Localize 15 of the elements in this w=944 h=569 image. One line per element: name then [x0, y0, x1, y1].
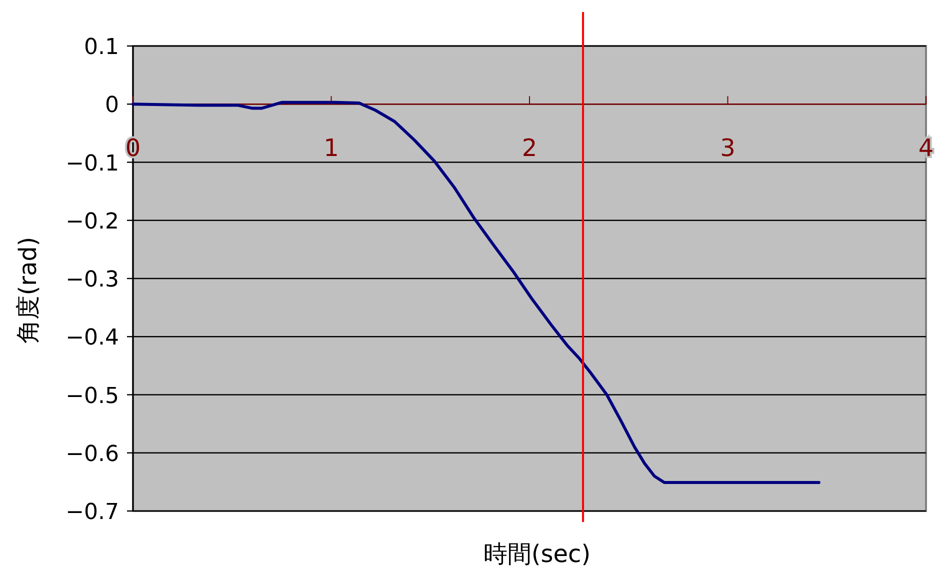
- x-tick-label: 4: [918, 134, 934, 162]
- y-tick-label: −0.4: [66, 326, 119, 351]
- x-tick-label: 1: [324, 134, 339, 162]
- y-tick-label: 0.1: [84, 35, 119, 60]
- x-tick-label: 3: [720, 134, 736, 162]
- y-tick-label: −0.7: [66, 500, 119, 525]
- y-tick-label: −0.2: [66, 209, 119, 234]
- y-tick-label: −0.6: [66, 442, 119, 467]
- y-tick-label: −0.3: [66, 268, 119, 292]
- y-tick-label: −0.1: [66, 151, 119, 176]
- y-tick-label: 0: [105, 93, 119, 118]
- x-axis-title: 時間(sec): [483, 540, 591, 568]
- y-tick-label: −0.5: [66, 384, 119, 409]
- x-tick-label: 2: [522, 134, 538, 162]
- y-axis-title: 角度(rad): [14, 236, 42, 344]
